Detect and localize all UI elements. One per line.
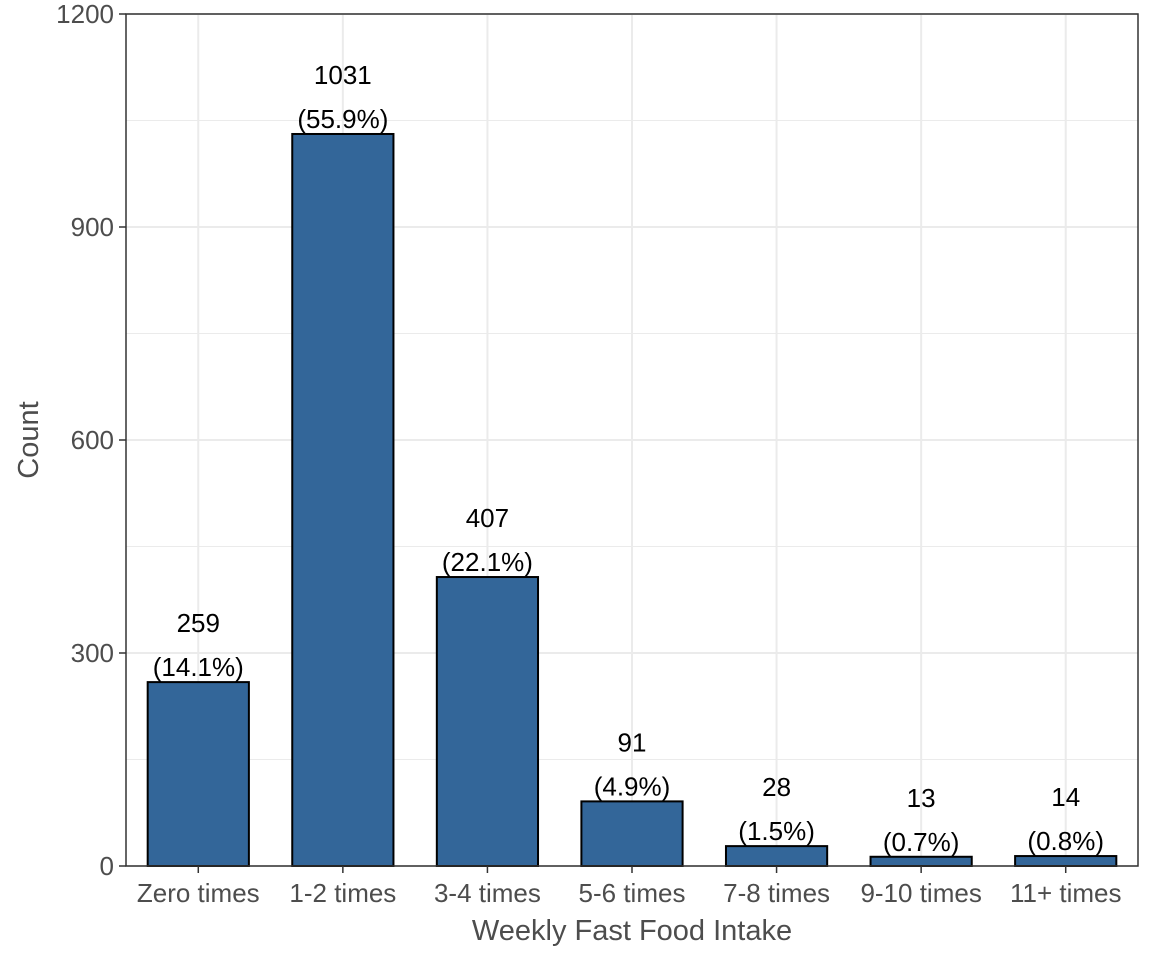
y-tick-label: 1200 [56,0,114,29]
bar-11-times [1014,855,1118,867]
data-label-percent: (0.7%) [883,827,960,857]
y-axis: 0 300 600 900 1200 [56,0,126,881]
y-axis-title: Count [13,401,45,478]
x-tick-label: 5-6 times [579,878,686,908]
x-axis: Zero times 1-2 times 3-4 times 5-6 times 7-8… [137,866,1122,908]
data-label-count: 407 [466,503,509,533]
data-label-percent: (55.9%) [297,104,388,134]
bar-9-10-times [869,855,973,868]
data-label-percent: (22.1%) [442,547,533,577]
x-tick-label: 7-8 times [723,878,830,908]
x-tick-label: 3-4 times [434,878,541,908]
data-label-percent: (1.5%) [738,816,815,846]
data-label-count: 28 [762,772,791,802]
data-label-percent: (14.1%) [153,652,244,682]
x-tick-label: 11+ times [1010,878,1122,908]
bar-zero-times [146,681,250,867]
data-label-count: 14 [1051,782,1080,812]
y-tick-label: 300 [71,638,114,668]
x-axis-title: Weekly Fast Food Intake [472,915,792,947]
y-tick-label: 600 [71,425,114,455]
data-label-count: 259 [177,608,220,638]
data-labels: (14.1%) 259 (55.9%) 1031 (22.1%) 407 (4.9%) 91 (… [153,60,1104,857]
bars [146,132,1118,868]
y-tick-label: 900 [71,212,114,242]
bar-5-6-times [580,800,684,868]
y-tick-label: 0 [100,851,114,881]
data-label-percent: (0.8%) [1027,826,1104,856]
data-label-count: 13 [907,783,936,813]
bar-7-8-times [724,845,829,867]
bar-3-4-times [435,576,540,868]
data-label-percent: (4.9%) [594,771,671,801]
x-tick-label: Zero times [137,878,260,908]
data-label-count: 91 [618,727,647,757]
x-tick-label: 9-10 times [860,878,981,908]
bar-1-2-times [291,132,395,868]
x-tick-label: 1-2 times [289,878,396,908]
data-label-count: 1031 [314,60,372,90]
